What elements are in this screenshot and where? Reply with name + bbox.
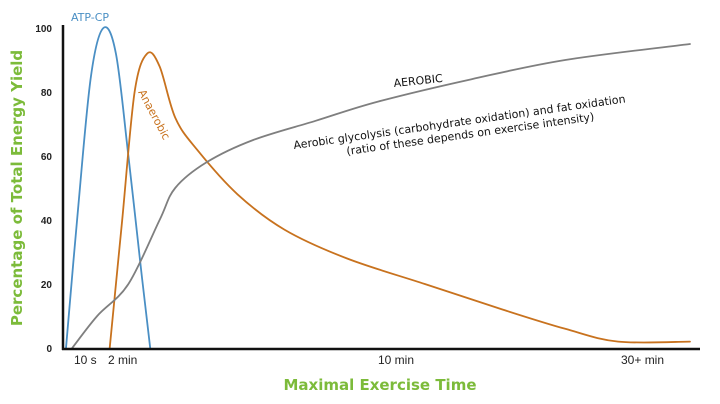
aerobic-line	[71, 43, 691, 349]
x-tick-label-10min: 10 min	[378, 353, 414, 367]
y-axis-title: Percentage of Total Energy Yield	[8, 50, 26, 326]
y-tick-label-60: 60	[41, 152, 53, 163]
series-label-atp-cp: ATP-CP	[71, 11, 109, 24]
series-label-anaerobic: Anaerobic	[135, 87, 172, 142]
y-ticks: 0 20 40 60 80 100	[35, 24, 52, 355]
series-label-aerobic: AEROBIC	[393, 72, 444, 90]
y-tick-label-0: 0	[46, 344, 52, 355]
y-tick-label-20: 20	[41, 280, 53, 291]
anaerobic-line	[108, 51, 691, 349]
y-tick-label-40: 40	[41, 216, 53, 227]
y-tick-label-80: 80	[41, 88, 53, 99]
x-tick-label-2min: 2 min	[108, 353, 137, 367]
atp-cp-line	[65, 26, 152, 349]
x-tick-label-10s: 10 s	[74, 353, 97, 367]
x-axis-title: Maximal Exercise Time	[283, 376, 476, 394]
series-lines	[65, 26, 691, 349]
x-tick-label-30min: 30+ min	[621, 353, 664, 367]
y-tick-label-100: 100	[35, 24, 52, 35]
